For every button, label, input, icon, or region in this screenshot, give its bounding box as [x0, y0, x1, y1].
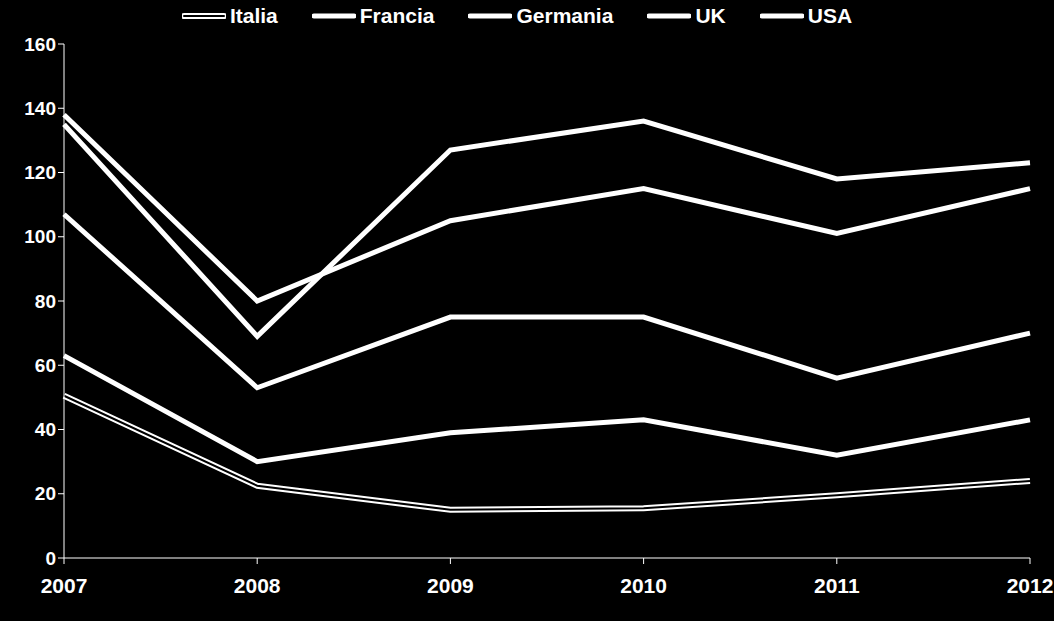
svg-text:160: 160 [24, 34, 56, 55]
html-text:Germania: Germania [516, 4, 614, 27]
html-text:UK: UK [695, 4, 726, 27]
html-text:Francia: Francia [359, 4, 435, 27]
svg-text:20: 20 [35, 483, 56, 504]
html-text:Italia: Italia [229, 4, 278, 27]
svg-text:120: 120 [24, 162, 56, 183]
svg-text:80: 80 [35, 291, 56, 312]
svg-text:60: 60 [35, 355, 56, 376]
svg-text:2009: 2009 [427, 574, 474, 597]
svg-text:100: 100 [24, 226, 56, 247]
svg-text:0: 0 [45, 548, 56, 569]
svg-text:2012: 2012 [1007, 574, 1046, 597]
svg-text:40: 40 [35, 419, 56, 440]
svg-text:2007: 2007 [41, 574, 88, 597]
svg-text:2010: 2010 [620, 574, 667, 597]
html-text:USA: USA [807, 4, 853, 27]
svg-text:2008: 2008 [234, 574, 281, 597]
svg-text:2011: 2011 [814, 574, 860, 597]
svg-text:140: 140 [24, 98, 56, 119]
